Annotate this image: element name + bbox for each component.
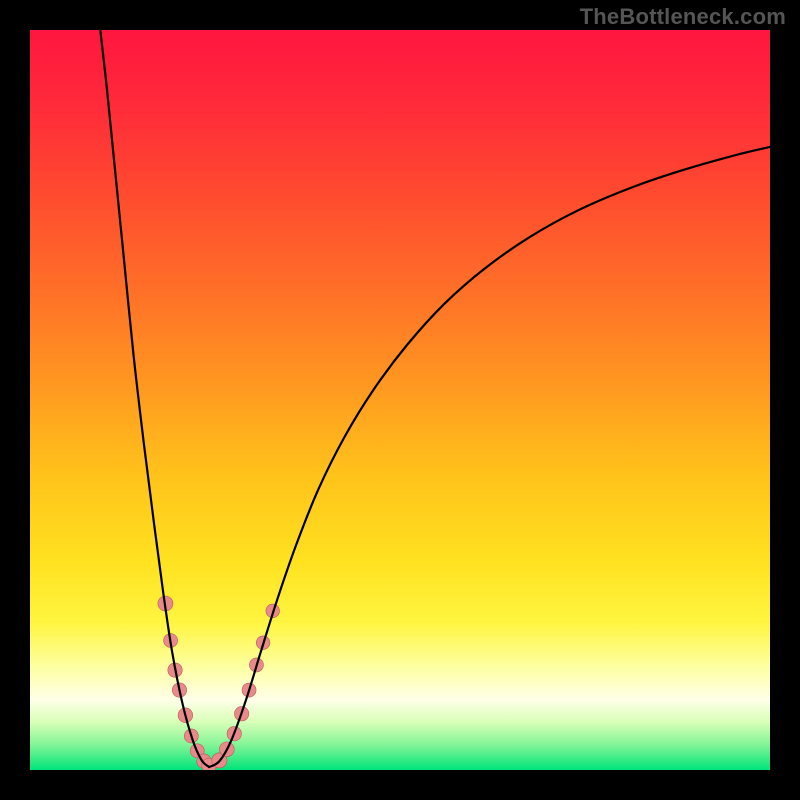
curve-right xyxy=(209,147,770,767)
plot-area xyxy=(30,30,770,770)
chart-svg xyxy=(30,30,770,770)
marker-group xyxy=(158,596,280,770)
watermark-text: TheBottleneck.com xyxy=(580,4,786,30)
curve-left xyxy=(100,30,209,767)
chart-frame: TheBottleneck.com xyxy=(0,0,800,800)
